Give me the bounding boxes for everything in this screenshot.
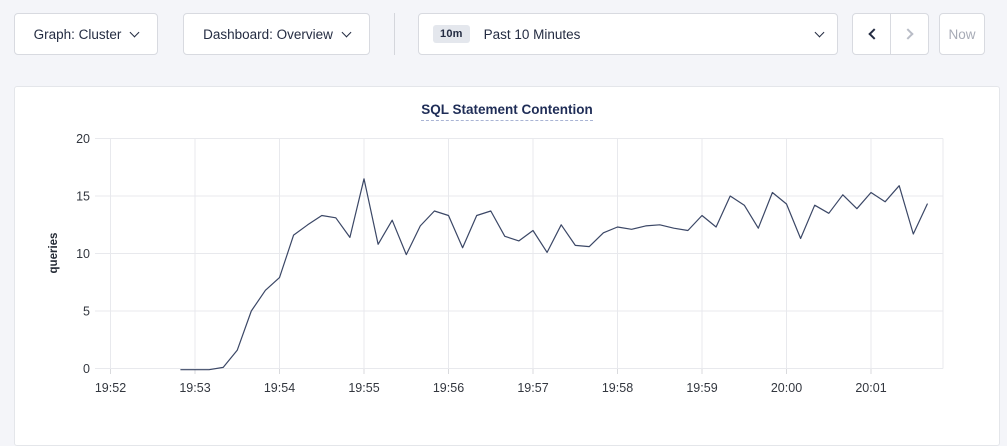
svg-text:19:58: 19:58 xyxy=(602,381,633,395)
svg-text:19:54: 19:54 xyxy=(264,381,295,395)
toolbar-divider xyxy=(394,13,395,55)
svg-text:20:01: 20:01 xyxy=(855,381,886,395)
svg-text:19:56: 19:56 xyxy=(433,381,464,395)
svg-text:15: 15 xyxy=(76,190,90,204)
svg-text:0: 0 xyxy=(83,362,90,376)
svg-text:19:59: 19:59 xyxy=(686,381,717,395)
chart-title-row: SQL Statement Contention xyxy=(14,101,1000,121)
svg-text:5: 5 xyxy=(83,305,90,319)
time-forward-button[interactable] xyxy=(890,14,928,54)
svg-text:20:00: 20:00 xyxy=(771,381,802,395)
dashboard-dropdown[interactable]: Dashboard: Overview xyxy=(183,13,370,55)
now-button[interactable]: Now xyxy=(939,13,985,55)
svg-text:19:52: 19:52 xyxy=(95,381,126,395)
graph-dropdown-label: Graph: Cluster xyxy=(33,26,122,42)
time-range-selector[interactable]: 10m Past 10 Minutes xyxy=(418,13,838,55)
svg-text:19:55: 19:55 xyxy=(348,381,379,395)
dashboard-dropdown-label: Dashboard: Overview xyxy=(203,26,333,42)
time-range-label: Past 10 Minutes xyxy=(483,26,581,42)
svg-text:10: 10 xyxy=(76,247,90,261)
chart-title[interactable]: SQL Statement Contention xyxy=(421,102,593,121)
chart-card xyxy=(14,86,1000,446)
svg-text:19:57: 19:57 xyxy=(517,381,548,395)
svg-text:20: 20 xyxy=(76,132,90,146)
chart-canvas[interactable]: 19:52 19:53 19:54 19:55 19:56 19:57 19:58 19:59… xyxy=(0,0,1007,432)
svg-text:19:53: 19:53 xyxy=(179,381,210,395)
time-range-badge: 10m xyxy=(433,25,470,43)
graph-dropdown[interactable]: Graph: Cluster xyxy=(14,13,158,55)
svg-text:queries: queries xyxy=(48,233,60,274)
time-nav-group xyxy=(852,13,929,55)
